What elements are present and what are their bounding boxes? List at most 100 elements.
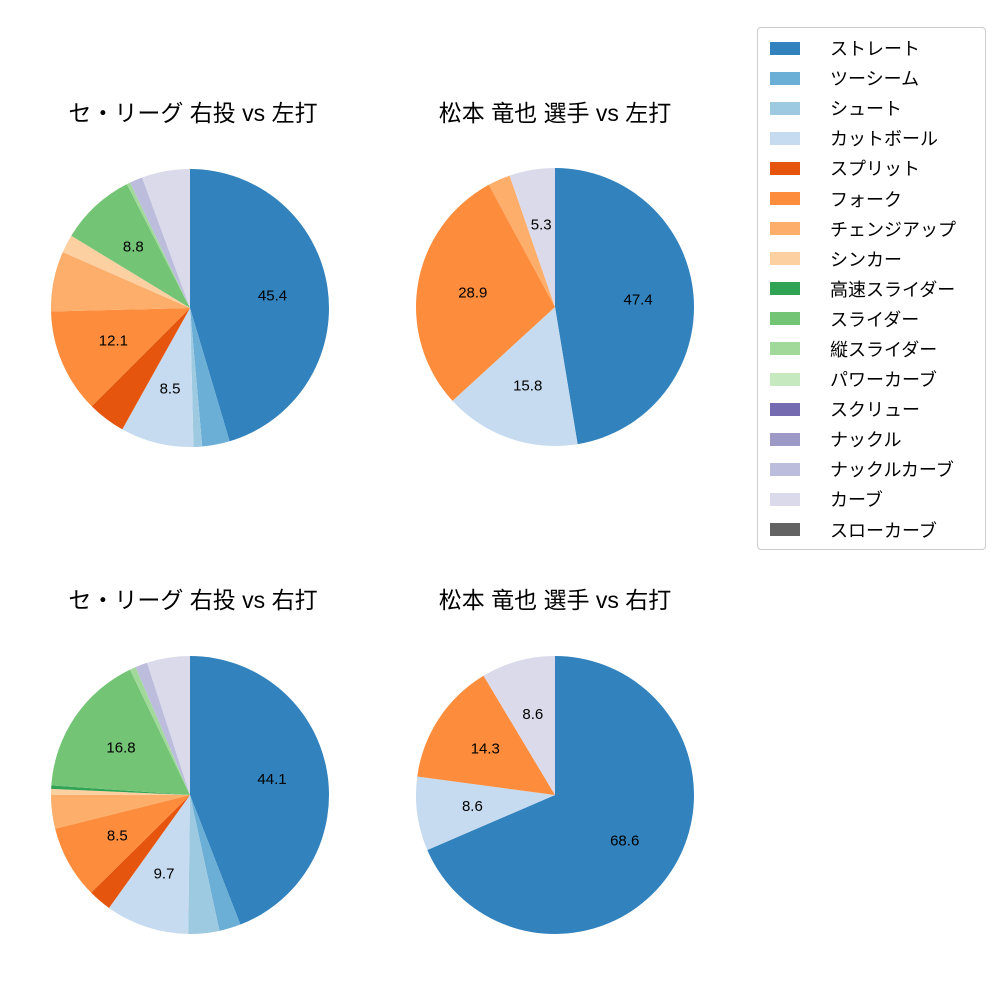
pie-slice (415, 776, 555, 850)
legend-label: チェンジアップ (830, 219, 956, 240)
pie-value-label: 12.1 (99, 332, 128, 349)
legend-swatch (770, 101, 800, 115)
pie-slice (417, 675, 555, 795)
pie-slice (190, 169, 329, 442)
pie-slice (509, 168, 555, 307)
legend-item: ナックルカーブ (758, 454, 985, 484)
pie-slice (488, 175, 555, 307)
pie-slice (62, 235, 190, 308)
pie-slice (51, 785, 190, 795)
pie-slice (190, 656, 330, 925)
pie-value-label: 45.4 (258, 288, 287, 305)
legend-swatch (770, 222, 800, 236)
legend-label: ナックル (830, 430, 902, 451)
legend-item: カーブ (758, 484, 985, 514)
legend-swatch (770, 492, 800, 506)
pie-slice (130, 177, 190, 308)
pie-slice (91, 308, 190, 430)
pie-slice (483, 656, 555, 795)
pie-value-label: 47.4 (623, 292, 652, 309)
legend-item: シンカー (758, 244, 985, 274)
chart-title-league-vs-lhb: セ・リーグ 右投 vs 左打 (68, 100, 318, 126)
pie-slice (142, 169, 190, 308)
pie-slice (50, 788, 190, 795)
legend-label: スプリット (830, 159, 920, 180)
pie-value-label: 44.1 (257, 771, 286, 788)
legend-swatch (770, 282, 800, 296)
pie-slice (71, 184, 190, 308)
pie-slice (190, 795, 241, 931)
pie-value-label: 5.3 (531, 216, 552, 233)
legend-swatch (770, 312, 800, 326)
legend-label: ツーシーム (830, 69, 920, 90)
legend-swatch (770, 523, 800, 537)
legend-swatch (770, 71, 800, 85)
legend-swatch (770, 131, 800, 145)
pie-slice (51, 795, 190, 829)
pie-slice (452, 307, 578, 447)
pie-value-label: 9.7 (154, 866, 175, 883)
legend-label: スクリュー (830, 400, 920, 421)
legend-swatch (770, 192, 800, 206)
legend-swatch (770, 462, 800, 476)
legend-swatch (770, 432, 800, 446)
pie-value-label: 8.6 (522, 706, 543, 723)
pie-slice (190, 308, 230, 447)
legend-label: カットボール (830, 129, 938, 150)
legend-swatch (770, 41, 800, 55)
pie-slice (51, 308, 190, 407)
pie-slice (122, 308, 194, 448)
pie-slice (190, 308, 203, 447)
legend-label: スライダー (830, 309, 920, 330)
legend-label: パワーカーブ (830, 370, 937, 391)
legend-item: 高速スライダー (758, 274, 985, 304)
pie-league-vs-rhb: 44.1 9.7 8.5 16.8 (50, 656, 330, 935)
pie-value-label: 8.5 (160, 381, 181, 398)
legend-item: スクリュー (758, 394, 985, 424)
legend-item: スライダー (758, 304, 985, 334)
pie-slice (147, 656, 190, 795)
legend-item: ナックル (758, 424, 985, 454)
chart-title-league-vs-rhb: セ・リーグ 右投 vs 右打 (68, 587, 318, 613)
legend-swatch (770, 402, 800, 416)
legend-label: 高速スライダー (830, 279, 956, 300)
pie-slice (555, 168, 695, 445)
pie-slice (130, 667, 190, 795)
legend-item: パワーカーブ (758, 364, 985, 394)
pie-value-label: 8.5 (107, 827, 128, 844)
legend-label: カーブ (830, 490, 883, 511)
legend-swatch (770, 342, 800, 356)
pie-league-vs-lhb: 45.4 8.5 12.1 8.8 (50, 169, 329, 448)
pie-slice (135, 662, 190, 795)
legend-label: ストレート (830, 39, 920, 60)
legend-item: フォーク (758, 183, 985, 213)
legend-label: 縦スライダー (830, 339, 938, 360)
pie-player-vs-rhb: 68.6 8.6 14.3 8.6 (415, 656, 694, 934)
pie-slice (416, 184, 555, 401)
legend-item: スローカーブ (758, 515, 985, 545)
legend-item: 縦スライダー (758, 334, 985, 364)
legend-label: シュート (830, 99, 902, 120)
legend-label: ナックルカーブ (830, 460, 954, 481)
legend-item: ストレート (758, 33, 985, 63)
legend-item: スプリット (758, 153, 985, 183)
pie-value-label: 8.6 (462, 798, 483, 815)
pie-slice (50, 252, 190, 312)
pie-value-label: 15.8 (513, 377, 542, 394)
pie-value-label: 8.8 (123, 238, 144, 255)
pie-slice (188, 795, 220, 935)
pie-slice (126, 182, 190, 308)
pie-slice (55, 795, 191, 893)
pie-slice (91, 795, 190, 908)
legend-swatch (770, 161, 800, 175)
pie-value-label: 68.6 (610, 832, 639, 849)
chart-title-player-vs-rhb: 松本 竜也 選手 vs 右打 (438, 587, 672, 613)
legend-item: シュート (758, 93, 985, 123)
pie-value-label: 16.8 (106, 740, 135, 757)
legend-label: スローカーブ (830, 520, 937, 541)
legend-item: チェンジアップ (758, 214, 985, 244)
pie-slice (51, 669, 190, 795)
pie-value-label: 28.9 (458, 285, 487, 302)
legend: ストレートツーシームシュートカットボール スプリットフォークチェンジアップシンカー… (757, 27, 986, 550)
